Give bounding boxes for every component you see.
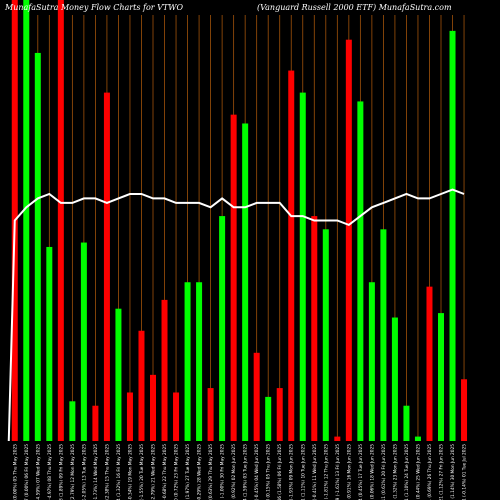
x-tick-label: 85.76 (1.97%) 27 Tue May 2025: [185, 444, 191, 500]
x-tick-label: 84.10 (0.72%) 23 Fri May 2025: [174, 444, 180, 500]
chart-title-right: (Vanguard Russell 2000 ETF) MunafaSutra.…: [257, 3, 452, 12]
money-flow-bar: [253, 352, 260, 441]
x-tick-label: 85.88 (1.89%) 09 Fri May 2025: [58, 444, 64, 500]
x-tick-label: 86.99 (2.38%) 15 Thu May 2025: [104, 444, 110, 500]
money-flow-bar: [357, 101, 364, 442]
x-tick-label: 86.48 (-1.55%) 20 Tue May 2025: [139, 444, 145, 500]
x-tick-label: 91.24 (1.14%) 30 Mon Jun 2025: [450, 444, 456, 500]
money-flow-bar: [46, 246, 53, 441]
money-flow-bar: [449, 30, 456, 442]
money-flow-bar: [126, 392, 133, 441]
x-tick-label: 86.05 (0.63%) 29 Thu May 2025: [208, 444, 214, 500]
x-tick-label: 90.21 (1.12%) 27 Fri Jun 2025: [439, 444, 445, 500]
money-flow-bar: [322, 229, 329, 441]
money-flow-bar: [115, 308, 122, 441]
x-tick-label: 85.97 (0.92%) 02 Mon Jun 2025: [231, 444, 237, 500]
money-flow-bar: [461, 379, 468, 441]
x-tick-label: 85.77 (-1.81%) 12 Thu Jun 2025: [323, 444, 329, 500]
x-tick-label: 88.28 (2.79%) 12 Mon May 2025: [70, 444, 76, 500]
money-flow-bar: [265, 396, 272, 441]
x-tick-label: 87.71 (1.11%) 10 Tue Jun 2025: [300, 444, 306, 500]
money-flow-bar: [196, 282, 203, 441]
money-flow-bar: [288, 70, 295, 441]
money-flow-bar: [230, 114, 237, 441]
money-flow-bar: [391, 317, 398, 441]
x-tick-label: 88.70 (-4.59%) 07 Wed May 2025: [35, 444, 41, 500]
money-flow-line: [7, 188, 465, 442]
money-flow-bar: [138, 330, 145, 441]
x-tick-label: 84.97 (-1.73%) 14 Wed May 2025: [93, 444, 99, 500]
money-flow-bar: [69, 401, 76, 441]
x-tick-label: 89.21 (0.69%) 26 Thu Jun 2025: [427, 444, 433, 500]
money-flow-bar: [184, 282, 191, 441]
money-flow-bar: [299, 92, 306, 442]
money-flow-bar: [311, 216, 318, 441]
money-flow-bar: [57, 0, 64, 441]
money-flow-bar: [414, 436, 421, 441]
x-tick-label: 85.59 (0.06%) 18 Wed Jun 2025: [369, 444, 375, 500]
x-tick-label: 83.50 (-0.68%) 22 Thu May 2025: [162, 444, 168, 500]
money-flow-bar: [23, 0, 30, 441]
x-tick-label: 88.46 (1.58%) 06 Fri Jun 2025: [277, 444, 283, 500]
money-flow-bar: [207, 388, 214, 441]
x-tick-label: 86.75 (-1.93%) 09 Mon Jun 2025: [289, 444, 295, 500]
chart-title-left: MunafaSutra Money Flow Charts for VTWO: [5, 3, 184, 12]
money-flow-bar: [276, 388, 283, 441]
x-tick-label: 87.35 (-0.41%) 11 Wed Jun 2025: [312, 444, 318, 500]
money-flow-bar: [334, 436, 341, 441]
x-tick-label: 86.11 (0.61%) 20 Fri Jun 2025: [381, 444, 387, 500]
money-flow-bar: [403, 405, 410, 441]
money-flow-bar: [173, 392, 180, 441]
money-flow-bar: [103, 92, 110, 442]
money-flow-bar: [426, 286, 433, 441]
x-tick-label: 84.29 (-4.97%) 08 Thu May 2025: [47, 444, 53, 500]
x-tick-label: 84.07 (-2.79%) 21 Wed May 2025: [151, 444, 157, 500]
x-tick-label: 91.11 (-0.14%) 01 Tue Jul 2025: [462, 444, 468, 500]
x-tick-label: 85.51 (-0.29%) 28 Wed May 2025: [197, 444, 203, 500]
x-tick-label: 60.23 (0.00%) 05 Thu May 2025: [12, 444, 18, 500]
x-tick-label: 88.60 (0.44%) 25 Wed Jun 2025: [415, 444, 421, 500]
money-flow-bar: [92, 405, 99, 441]
x-tick-label: 86.47 (-2.05%) 13 Tue May 2025: [81, 444, 87, 500]
money-flow-bar: [438, 313, 444, 441]
x-tick-label: 86.95 (-0.45%) 04 Wed Jun 2025: [254, 444, 260, 500]
x-tick-label: 88.21 (1.10%) 24 Tue Jun 2025: [404, 444, 410, 500]
money-flow-bar: [80, 242, 87, 441]
money-flow-bar: [242, 123, 249, 441]
money-flow-bar: [34, 52, 41, 442]
money-flow-bar: [380, 229, 387, 441]
money-flow-bar: [150, 374, 156, 441]
x-tick-label: 88.14 (1.32%) 16 Fri May 2025: [116, 444, 122, 500]
money-flow-bar: [219, 216, 226, 441]
x-tick-label: 85.16 (0.91%) 16 Mon Jun 2025: [346, 444, 352, 500]
x-tick-label: 85.19 (-1.00%) 30 Fri May 2025: [220, 444, 226, 500]
x-tick-label: 85.54 (0.45%) 17 Tue Jun 2025: [358, 444, 364, 500]
x-tick-label: 92.97 (0.00%) 06 Fri May 2025: [24, 444, 30, 500]
money-flow-bar: [161, 299, 168, 441]
x-tick-label: 87.25 (1.32%) 23 Mon Jun 2025: [392, 444, 398, 500]
money-flow-bar: [345, 39, 352, 441]
x-tick-label: 87.34 (1.59%) 03 Tue Jun 2025: [243, 444, 249, 500]
x-tick-labels: 60.23 (0.00%) 05 Thu May 2025 92.97 (0.00…: [12, 444, 467, 500]
x-tick-label: 87.08 (0.15%) 05 Thu Jun 2025: [266, 444, 272, 500]
x-tick-label: 87.84 (-0.34%) 19 Mon May 2025: [127, 444, 133, 500]
x-tick-label: 84.39 (-1.61%) 13 Fri Jun 2025: [335, 444, 341, 500]
money-flow-bar: [368, 282, 375, 441]
